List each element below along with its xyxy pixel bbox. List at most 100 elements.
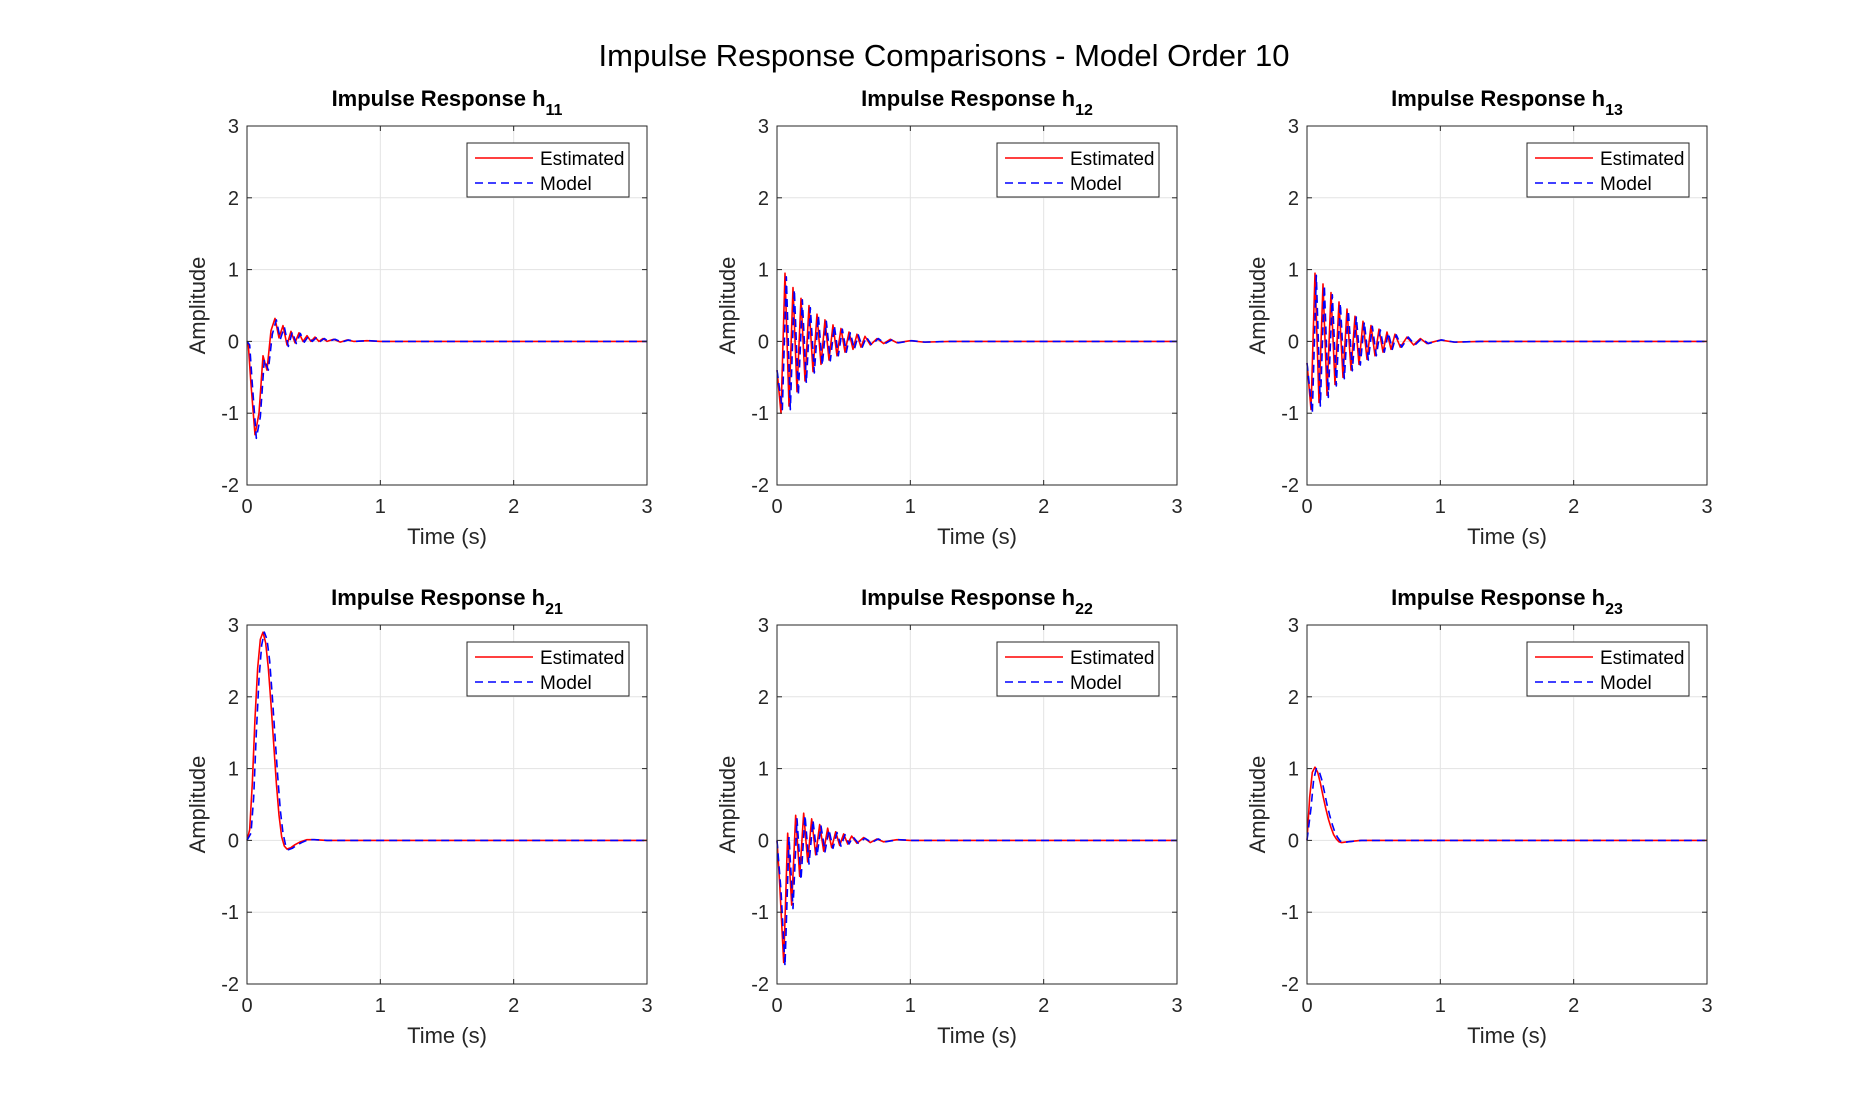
subplot-4-ytick-label-5: 3 [228, 615, 239, 637]
subplot-5-legend-label-estimated: Estimated [1070, 648, 1154, 669]
subplot-3-title-main: Impulse Response h [1391, 86, 1605, 111]
subplot-6-xtick-label-2: 2 [1568, 995, 1579, 1017]
subplot-6-xtick-label-0: 0 [1301, 995, 1312, 1017]
subplot-6-legend-label-model: Model [1600, 673, 1652, 694]
subplot-3-ytick-label-3: 1 [1288, 260, 1299, 282]
subplot-6-axes-box [1306, 624, 1708, 985]
subplot-3-legend-box [1526, 142, 1690, 198]
subplot-6-legend-label-estimated: Estimated [1600, 648, 1684, 669]
subplot-4-series-model-line [246, 631, 647, 851]
subplot-3-ytick-label-2: 0 [1288, 331, 1299, 353]
subplot-4-legend-label-estimated: Estimated [540, 648, 624, 669]
subplot-3-legend: Estimated Model [1526, 142, 1690, 198]
subplot-1-xtick-label-1: 1 [375, 496, 386, 518]
subplot-6-legend: Estimated Model [1526, 641, 1690, 697]
subplot-4-xtick-label-2: 2 [508, 995, 519, 1017]
subplot-1-title-subscript: 11 [546, 102, 563, 119]
subplot-5: 0 1 2 3 -2 -1 0 1 2 3 Time (s) Amplitude Impulse Res… [715, 585, 1183, 1048]
subplot-4-xtick-label-0: 0 [241, 995, 252, 1017]
subplot-5-series-model-line [776, 814, 1177, 967]
subplot-2-ytick-label-4: 2 [758, 188, 769, 210]
subplot-6-legend-box [1526, 641, 1690, 697]
subplot-2-title-main: Impulse Response h [861, 86, 1075, 111]
subplot-1-ytick-label-0: -2 [221, 475, 239, 497]
subplot-6-xtick-label-1: 1 [1435, 995, 1446, 1017]
subplot-4-title-subscript: 21 [545, 601, 563, 618]
subplot-4-xtick-label-3: 3 [641, 995, 652, 1017]
subplot-4-axes-box [246, 624, 648, 985]
subplot-1: 0 1 2 3 -2 -1 0 1 2 3 Time (s) Amplitude Impulse Res… [185, 86, 653, 549]
subplot-2-legend: Estimated Model [996, 142, 1160, 198]
subplot-5-legend-box [996, 641, 1160, 697]
subplot-3-ytick-label-1: -1 [1281, 403, 1299, 425]
subplot-1-axes-box [246, 125, 648, 486]
subplot-4-ytick-label-3: 1 [228, 759, 239, 781]
subplot-4-ytick-label-4: 2 [228, 687, 239, 709]
subplot-4-legend-box [466, 641, 630, 697]
subplot-3-ylabel: Amplitude [1245, 257, 1270, 355]
subplot-1-title: Impulse Response h11 [332, 86, 563, 119]
subplot-2-ytick-label-1: -1 [751, 403, 769, 425]
subplot-6-series-model-line [1306, 767, 1707, 844]
subplot-3: 0 1 2 3 -2 -1 0 1 2 3 Time (s) Amplitude Impulse Res… [1245, 86, 1713, 549]
subplot-6-ytick-label-4: 2 [1288, 687, 1299, 709]
subplot-2-axes-box [776, 125, 1178, 486]
subplot-6-xtick-label-3: 3 [1701, 995, 1712, 1017]
subplot-4-ytick-label-0: -2 [221, 974, 239, 996]
subplot-5-legend: Estimated Model [996, 641, 1160, 697]
subplot-1-xtick-label-3: 3 [641, 496, 652, 518]
subplot-2-xlabel: Time (s) [937, 524, 1017, 549]
subplot-2-legend-label-estimated: Estimated [1070, 149, 1154, 170]
subplot-5-ytick-label-1: -1 [751, 902, 769, 924]
subplot-4-xlabel: Time (s) [407, 1023, 487, 1048]
subplot-6-ytick-label-3: 1 [1288, 759, 1299, 781]
subplot-1-legend-box [466, 142, 630, 198]
subplot-5-legend-label-model: Model [1070, 673, 1122, 694]
subplot-2-legend-label-model: Model [1070, 174, 1122, 195]
subplot-5-xtick-label-1: 1 [905, 995, 916, 1017]
subplot-4-ytick-label-2: 0 [228, 830, 239, 852]
subplot-6-title-subscript: 23 [1605, 601, 1623, 618]
subplot-5-title: Impulse Response h22 [861, 585, 1093, 618]
subplot-6-title: Impulse Response h23 [1391, 585, 1623, 618]
subplot-2-ytick-label-0: -2 [751, 475, 769, 497]
subplot-5-xtick-label-0: 0 [771, 995, 782, 1017]
subplot-3-xlabel: Time (s) [1467, 524, 1547, 549]
subplot-5-ytick-label-2: 0 [758, 830, 769, 852]
subplot-5-xlabel: Time (s) [937, 1023, 1017, 1048]
subplot-5-ytick-label-0: -2 [751, 974, 769, 996]
subplot-3-xtick-label-1: 1 [1435, 496, 1446, 518]
subplot-3-series-estimated-line [1306, 272, 1707, 411]
subplot-3-xtick-label-2: 2 [1568, 496, 1579, 518]
subplot-4-title-main: Impulse Response h [331, 585, 545, 610]
subplot-3-ytick-label-0: -2 [1281, 475, 1299, 497]
subplot-1-legend-label-estimated: Estimated [540, 149, 624, 170]
subplot-5-ytick-label-5: 3 [758, 615, 769, 637]
subplot-3-legend-label-model: Model [1600, 174, 1652, 195]
subplot-3-ytick-label-5: 3 [1288, 116, 1299, 138]
subplot-1-xlabel: Time (s) [407, 524, 487, 549]
subplot-2-xtick-label-3: 3 [1171, 496, 1182, 518]
subplot-5-series-estimated-line [776, 812, 1177, 964]
subplot-3-title-subscript: 13 [1605, 102, 1623, 119]
subplot-6-ytick-label-5: 3 [1288, 615, 1299, 637]
subplot-2-legend-box [996, 142, 1160, 198]
subplot-4-ytick-label-1: -1 [221, 902, 239, 924]
subplot-3-ytick-label-4: 2 [1288, 188, 1299, 210]
subplot-2-series-model-line [776, 275, 1177, 411]
subplot-3-axes-box [1306, 125, 1708, 486]
subplot-1-ytick-label-3: 1 [228, 260, 239, 282]
subplot-3-xtick-label-0: 0 [1301, 496, 1312, 518]
subplot-6-ylabel: Amplitude [1245, 756, 1270, 854]
subplot-5-axes-box [776, 624, 1178, 985]
subplot-2-xtick-label-1: 1 [905, 496, 916, 518]
subplot-4: 0 1 2 3 -2 -1 0 1 2 3 Time (s) Amplitude Impulse Res… [185, 585, 653, 1048]
subplot-2-ytick-label-2: 0 [758, 331, 769, 353]
subplot-1-ytick-label-4: 2 [228, 188, 239, 210]
subplot-2-ytick-label-5: 3 [758, 116, 769, 138]
subplot-2-ytick-label-3: 1 [758, 260, 769, 282]
subplot-4-ylabel: Amplitude [185, 756, 210, 854]
